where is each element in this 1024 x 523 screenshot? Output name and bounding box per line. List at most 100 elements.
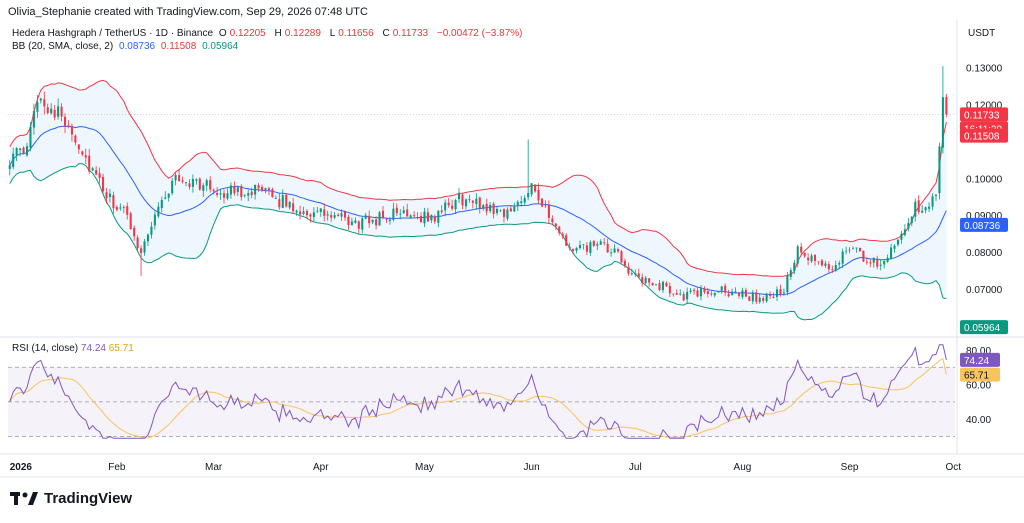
symbol-title[interactable]: Hedera Hashgraph / TetherUS · 1D · Binan… bbox=[12, 28, 214, 39]
candle bbox=[60, 103, 63, 122]
candle bbox=[724, 283, 727, 297]
candle-body bbox=[775, 289, 779, 297]
candle bbox=[589, 240, 592, 256]
candle-body bbox=[53, 109, 56, 118]
candle-body bbox=[751, 293, 754, 302]
candle bbox=[454, 198, 457, 214]
candle-body bbox=[63, 116, 67, 126]
candle bbox=[122, 205, 125, 214]
candle-body bbox=[641, 277, 644, 284]
candle bbox=[530, 183, 533, 197]
candle-body bbox=[423, 211, 426, 224]
time-axis-label: 2026 bbox=[10, 462, 33, 473]
candlesticks[interactable] bbox=[8, 65, 955, 305]
rsi-tick-label: 60.00 bbox=[966, 381, 991, 392]
candle bbox=[212, 188, 215, 195]
candle-body bbox=[181, 180, 184, 182]
candle bbox=[250, 187, 253, 199]
bb-indicator-label[interactable]: BB (20, SMA, close, 2) bbox=[12, 41, 114, 52]
candle-body bbox=[855, 247, 858, 249]
candle bbox=[126, 202, 129, 220]
candle bbox=[520, 195, 523, 207]
candle bbox=[53, 104, 56, 121]
candle bbox=[157, 202, 160, 218]
candle bbox=[419, 212, 423, 224]
candle-body bbox=[668, 285, 671, 294]
candle bbox=[665, 281, 668, 287]
candle bbox=[910, 216, 913, 227]
candle bbox=[337, 212, 340, 217]
candle bbox=[914, 198, 917, 222]
candle-body bbox=[917, 200, 920, 212]
candle-body bbox=[658, 283, 661, 290]
candle bbox=[820, 258, 823, 267]
candle-body bbox=[399, 213, 402, 215]
candle bbox=[160, 196, 163, 213]
candle-body bbox=[903, 229, 906, 236]
candle-body bbox=[440, 210, 443, 212]
candle bbox=[896, 238, 900, 247]
tradingview-logo[interactable]: TradingView bbox=[10, 490, 132, 507]
candle-body bbox=[471, 200, 474, 203]
candle bbox=[537, 183, 540, 205]
currency-label[interactable]: USDT bbox=[968, 28, 996, 39]
candle bbox=[333, 212, 336, 220]
candle bbox=[32, 103, 35, 135]
time-axis-label: Oct bbox=[945, 462, 961, 473]
candle bbox=[254, 184, 257, 200]
candle bbox=[554, 223, 557, 231]
candle bbox=[91, 166, 94, 172]
candle bbox=[544, 200, 547, 208]
chart-legend: Hedera Hashgraph / TetherUS · 1D · Binan… bbox=[12, 27, 526, 53]
candle-body bbox=[22, 147, 25, 154]
candle-body bbox=[879, 264, 882, 267]
candle bbox=[855, 247, 858, 253]
candle bbox=[409, 214, 412, 218]
close-price-tag-bg bbox=[960, 107, 1008, 122]
candle bbox=[22, 146, 25, 155]
time-axis-label: Apr bbox=[313, 462, 329, 473]
candle-body bbox=[527, 193, 530, 198]
rsi-indicator-label[interactable]: RSI (14, close) bbox=[12, 343, 79, 354]
tradingview-logo-icon bbox=[10, 491, 38, 506]
candle-body bbox=[772, 296, 775, 298]
candle-body bbox=[67, 125, 70, 127]
rsi-pane[interactable] bbox=[8, 344, 955, 439]
candle-body bbox=[98, 173, 101, 179]
candle bbox=[800, 242, 803, 256]
candle-body bbox=[416, 217, 419, 218]
candle-body bbox=[184, 182, 188, 184]
candle bbox=[775, 286, 779, 302]
candle-body bbox=[565, 235, 568, 246]
candle-body bbox=[727, 293, 730, 297]
candle-body bbox=[381, 210, 385, 218]
candle-body bbox=[285, 194, 288, 207]
candle-body bbox=[12, 153, 15, 167]
candle bbox=[934, 194, 938, 202]
candle bbox=[323, 203, 326, 222]
candle bbox=[831, 265, 834, 274]
candle-body bbox=[388, 219, 391, 221]
candle-body bbox=[81, 151, 84, 155]
candle-body bbox=[164, 197, 167, 199]
candle-body bbox=[606, 243, 609, 253]
close-price-tag: 0.11733 bbox=[964, 110, 1000, 121]
candle-body bbox=[534, 184, 537, 192]
candle-body bbox=[813, 254, 817, 261]
candle bbox=[755, 289, 758, 305]
candle bbox=[551, 215, 554, 226]
candle bbox=[395, 203, 398, 217]
candle bbox=[457, 188, 461, 204]
candle-body bbox=[616, 249, 620, 252]
candle bbox=[941, 65, 944, 154]
candle-body bbox=[409, 215, 412, 218]
candle bbox=[644, 275, 647, 285]
candle-body bbox=[468, 199, 471, 200]
candle bbox=[205, 178, 208, 192]
bb-upper-value: 0.11508 bbox=[160, 41, 197, 52]
candle bbox=[765, 292, 768, 303]
candle-body bbox=[637, 273, 640, 278]
candle bbox=[679, 289, 682, 296]
candle bbox=[447, 198, 450, 208]
